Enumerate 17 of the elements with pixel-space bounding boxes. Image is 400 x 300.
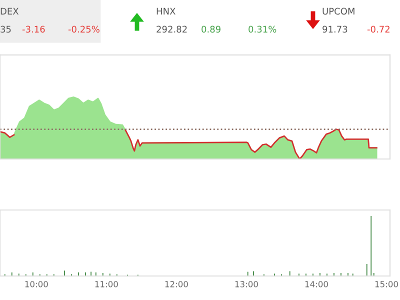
x-tick-label: 11:00 [95, 281, 118, 288]
text: 0.31% [248, 26, 276, 33]
x-tick-label: 12:00 [165, 281, 188, 288]
text: 91.73 [322, 26, 348, 33]
text: DEX [0, 8, 19, 14]
text: -3.16 [22, 26, 45, 33]
text: UPCOM [322, 8, 354, 15]
text: -0.25% [68, 26, 100, 33]
text: 0.89 [202, 26, 220, 33]
text: 35 [0, 26, 11, 33]
x-tick-label: 14:00 [305, 281, 328, 288]
x-tick-label: 15:00 [375, 281, 398, 288]
x-tick-label: 10:00 [25, 281, 48, 288]
text: 292.82 [156, 26, 187, 33]
text: -0.72 [367, 26, 390, 33]
text: HNX [156, 8, 176, 14]
x-tick-label: 13:00 [235, 281, 258, 288]
